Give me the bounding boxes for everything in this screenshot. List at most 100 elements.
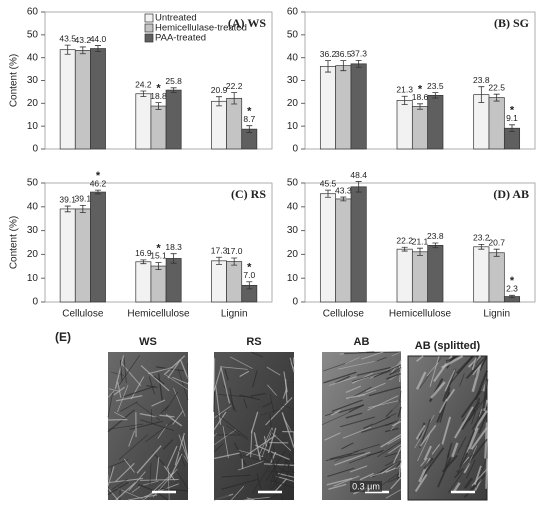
fiber (128, 430, 136, 447)
fiber (328, 483, 347, 490)
fiber (391, 351, 402, 357)
chart-title: (A) WS (228, 16, 266, 30)
fiber (218, 394, 254, 398)
fiber (344, 351, 375, 355)
fiber (454, 406, 474, 439)
fiber (156, 491, 169, 501)
fiber (176, 472, 189, 489)
fiber (151, 399, 166, 407)
fiber (430, 381, 446, 399)
fiber (107, 459, 129, 469)
fiber (441, 355, 464, 369)
fiber (107, 409, 135, 433)
fiber (441, 416, 452, 445)
error-bar (355, 60, 362, 68)
y-tick-label: 20 (287, 98, 299, 109)
fiber (136, 445, 162, 474)
image-title: AB (354, 336, 370, 348)
fiber (155, 366, 184, 372)
bar (396, 248, 413, 303)
fiber (334, 375, 351, 384)
fiber (276, 475, 295, 482)
fiber (471, 468, 488, 487)
bar (319, 193, 337, 303)
fiber (334, 451, 371, 466)
fiber (361, 422, 394, 433)
fiber (377, 441, 402, 458)
y-axis-label: Content (%) (9, 54, 20, 107)
error-bar (64, 205, 71, 213)
fiber (460, 390, 482, 419)
fiber (483, 399, 488, 412)
fiber (465, 355, 488, 380)
y-tick-label: 40 (27, 52, 39, 63)
error-bar (155, 102, 162, 110)
texture (321, 351, 402, 499)
error-bar (509, 124, 515, 133)
value-label: 18.8 (150, 91, 167, 101)
value-label: 39.1 (75, 194, 92, 204)
fiber (384, 427, 399, 433)
significance-marker: * (96, 170, 101, 182)
bar (135, 93, 152, 150)
bar (411, 251, 429, 303)
value-label: 22.5 (488, 82, 505, 92)
fiber (164, 391, 179, 412)
fiber (178, 434, 189, 461)
x-tick-label: Cellulose (323, 309, 365, 320)
fiber (213, 442, 224, 453)
y-tick-label: 30 (27, 225, 39, 236)
fiber (261, 428, 274, 458)
fiber (165, 374, 189, 390)
x-tick-label: Lignin (483, 309, 510, 320)
y-tick-label: 0 (32, 144, 38, 155)
value-label: 9.1 (506, 113, 518, 123)
bar (427, 245, 444, 303)
fiber (266, 366, 281, 376)
value-label: 37.3 (350, 49, 367, 59)
fiber (157, 373, 163, 401)
fiber (457, 448, 471, 474)
fiber (456, 454, 474, 473)
fiber (107, 481, 129, 496)
x-tick-label: Hemicellulose (127, 309, 190, 320)
texture (414, 355, 489, 498)
fiber (471, 357, 477, 371)
significance-marker: * (510, 275, 515, 287)
significance-marker: * (247, 106, 252, 118)
error-bar (478, 244, 485, 250)
scale-bg (350, 481, 382, 492)
fiber (107, 466, 115, 487)
fiber (221, 478, 258, 490)
significance-marker: * (156, 242, 161, 254)
fiber (114, 355, 125, 389)
error-bar (246, 125, 253, 133)
bar (165, 89, 182, 150)
fiber (352, 443, 381, 453)
fiber (423, 445, 432, 461)
fiber (216, 413, 248, 439)
fiber (282, 387, 288, 399)
y-tick-label: 40 (287, 201, 299, 212)
fiber (143, 480, 159, 486)
fiber (229, 356, 253, 369)
fiber (288, 454, 295, 465)
fiber (456, 355, 475, 375)
fiber (429, 355, 440, 387)
fiber (251, 462, 272, 494)
error-bar (417, 247, 423, 256)
bar (74, 50, 91, 150)
value-label: 18.6 (412, 92, 429, 102)
fiber (289, 357, 295, 373)
fiber (129, 420, 163, 430)
fiber (177, 447, 186, 467)
fiber (267, 427, 277, 454)
fiber (392, 447, 402, 464)
fiber (123, 458, 136, 473)
fiber (431, 444, 441, 455)
fiber (148, 367, 173, 375)
fiber (283, 371, 288, 393)
y-tick-label: 30 (27, 75, 39, 86)
fiber (251, 351, 264, 358)
fiber (467, 416, 480, 447)
